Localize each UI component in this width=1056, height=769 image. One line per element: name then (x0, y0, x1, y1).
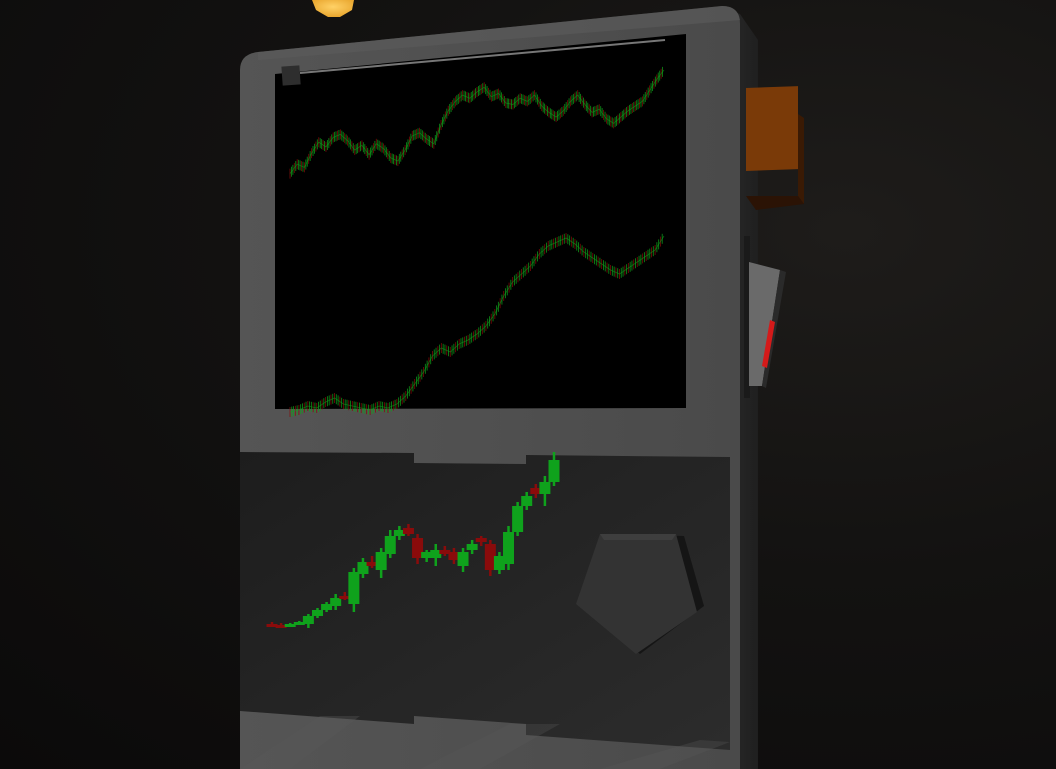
candle-body (493, 556, 505, 570)
floor-stripe (420, 724, 560, 769)
control-panel (240, 452, 730, 750)
candle-body (302, 616, 314, 624)
side-block-bottom (746, 196, 804, 210)
candle-body (421, 552, 433, 558)
candle-body (348, 572, 360, 604)
pentagon-knob-icon[interactable] (576, 534, 697, 654)
candlestick-chart (266, 452, 560, 628)
candle-body (448, 552, 460, 560)
candle-body (484, 544, 496, 570)
floor-stripe (600, 740, 730, 769)
candle-body (366, 562, 378, 566)
candle-body (430, 550, 442, 558)
candle-body (311, 610, 323, 616)
screen-rail (299, 39, 666, 74)
candle-body (475, 538, 487, 542)
candle-body (357, 562, 369, 574)
lever-accent (762, 320, 775, 368)
coin-icon[interactable] (312, 0, 354, 17)
candle-body (266, 624, 278, 627)
lever-icon[interactable] (749, 262, 780, 386)
candle-body (275, 625, 287, 628)
upper-price-line (289, 69, 665, 174)
candle-body (321, 604, 333, 610)
pentagon-knob-top (600, 534, 676, 540)
candle-body (293, 622, 305, 625)
cabinet-top-edge (258, 6, 740, 60)
screen-charts (289, 66, 665, 417)
candle-body (284, 624, 296, 627)
lever-base (744, 236, 750, 398)
candle-body (539, 482, 551, 494)
floor-stripe (240, 716, 360, 769)
side-block-side (798, 114, 804, 204)
candle-body (402, 528, 414, 534)
candle-body (503, 532, 515, 564)
candle-body (393, 530, 405, 536)
candle-body (439, 550, 451, 554)
candle-body (530, 488, 542, 494)
lower-price-line (289, 235, 665, 413)
chart-screen (275, 34, 686, 409)
candle-body (457, 552, 469, 566)
candle-body (466, 544, 478, 550)
candle-body (548, 460, 560, 482)
candle-body (339, 596, 351, 599)
screen-handle[interactable] (281, 65, 301, 86)
candle-body (512, 506, 524, 532)
candle-body (330, 598, 342, 606)
candle-body (375, 552, 387, 570)
candle-body (521, 496, 533, 506)
candle-body (384, 536, 396, 554)
candle-body (412, 538, 424, 558)
side-block[interactable] (746, 86, 798, 171)
